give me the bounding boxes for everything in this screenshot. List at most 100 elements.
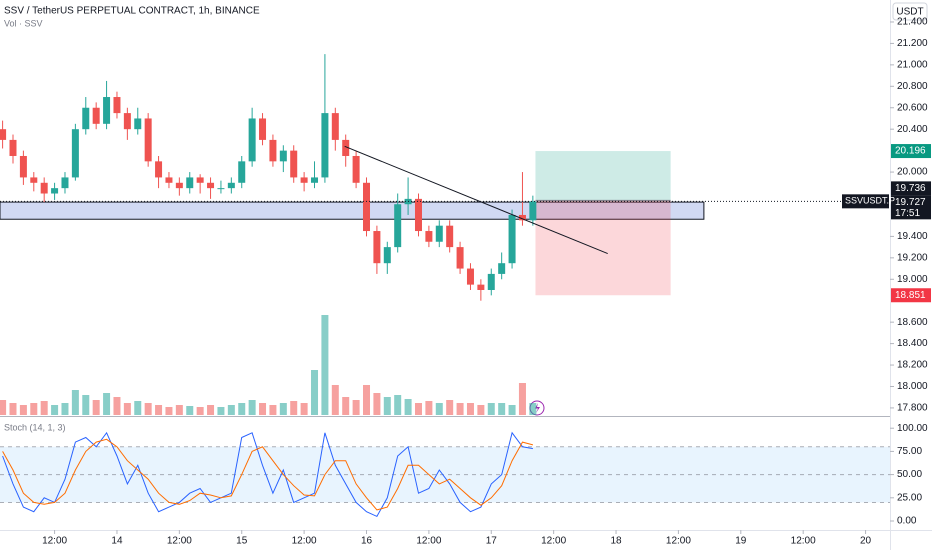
- entry-price-tag-bg: [891, 181, 931, 196]
- candle-body: [71, 129, 79, 178]
- currency-label[interactable]: USDT: [896, 7, 923, 18]
- y-tick-label: 21.400: [897, 17, 928, 28]
- candle-body: [61, 177, 69, 189]
- candle-body: [498, 263, 506, 274]
- candle-body: [373, 231, 381, 264]
- candle-body: [248, 118, 256, 162]
- candle-body: [311, 177, 319, 183]
- currency-button[interactable]: [892, 2, 928, 21]
- volume-bar: [300, 403, 308, 415]
- y-tick-label: 18.600: [897, 317, 928, 328]
- symbol-title[interactable]: SSV / TetherUS PERPETUAL CONTRACT, 1h, B…: [4, 6, 260, 17]
- candle-body: [238, 161, 246, 183]
- volume-bar: [92, 400, 100, 415]
- volume-bar: [404, 399, 412, 415]
- candle-body: [0, 129, 7, 140]
- candle-body: [269, 139, 277, 162]
- y-tick-label: 20.000: [897, 167, 928, 178]
- y-tick-label: 20.400: [897, 124, 928, 135]
- volume-bar: [435, 403, 443, 415]
- volume-bar: [207, 405, 215, 415]
- candle-body: [40, 182, 48, 194]
- volume-bar: [30, 403, 38, 415]
- volume-bar: [290, 401, 298, 415]
- countdown: 17:51: [895, 208, 920, 219]
- volume-bar: [269, 405, 277, 415]
- x-tick-label: 20: [860, 536, 872, 547]
- x-tick-label: 12:00: [541, 536, 566, 547]
- candle-body: [456, 247, 464, 269]
- x-tick-label: 14: [111, 536, 123, 547]
- volume-bar: [508, 405, 516, 415]
- x-tick-label: 12:00: [42, 536, 67, 547]
- volume-bar: [321, 315, 329, 415]
- candle-body: [113, 97, 121, 114]
- candle-body: [207, 182, 215, 189]
- position-target-zone: [535, 151, 671, 201]
- event-icon-bolt: [535, 403, 540, 413]
- symbol-tag: SSVUSDT.P: [845, 196, 895, 206]
- candle-body: [259, 118, 267, 140]
- volume-bar: [9, 403, 17, 415]
- candle-body: [394, 204, 402, 248]
- x-tick-label: 12:00: [666, 536, 691, 547]
- candle-body: [487, 273, 495, 290]
- volume-bar: [196, 407, 204, 415]
- x-tick-label: 17: [486, 536, 498, 547]
- last-price-tag-bg: [891, 195, 931, 220]
- entry-price-tag: 19.736: [895, 183, 926, 194]
- volume-bar: [40, 401, 48, 415]
- stop-price-tag-bg: [891, 288, 931, 303]
- candle-body: [227, 182, 235, 189]
- candle-body: [123, 113, 131, 130]
- volume-bar: [383, 397, 391, 415]
- candle-body: [51, 188, 59, 194]
- candle-body: [19, 155, 27, 178]
- y-tick-label: 19.200: [897, 252, 928, 263]
- volume-bar: [82, 395, 90, 415]
- candle-body: [144, 118, 152, 162]
- volume-bar: [477, 405, 485, 415]
- y-tick-label: 17.800: [897, 403, 928, 414]
- x-tick-label: 16: [361, 536, 373, 547]
- candle-body: [508, 214, 516, 264]
- candle-body: [435, 225, 443, 242]
- candle-body: [321, 113, 329, 178]
- candle-body: [196, 177, 204, 183]
- last-price-tag: 19.727: [895, 197, 926, 208]
- y-tick-label: 19.000: [897, 274, 928, 285]
- candle-body: [175, 182, 183, 189]
- volume-bar: [456, 403, 464, 415]
- y-tick-label: 18.400: [897, 338, 928, 349]
- candle-body: [300, 177, 308, 183]
- candle-body: [217, 188, 225, 190]
- candle-body: [103, 97, 111, 124]
- candle-body: [9, 139, 17, 156]
- target-price-tag: 20.196: [895, 146, 926, 157]
- volume-bar: [414, 403, 422, 415]
- candle-body: [155, 161, 163, 178]
- volume-bar: [227, 405, 235, 415]
- support-zone: [0, 201, 705, 220]
- x-tick-label: 19: [735, 536, 747, 547]
- candle-body: [363, 182, 371, 232]
- y-tick-label: 20.800: [897, 81, 928, 92]
- trend-line: [344, 145, 608, 255]
- candle-body: [342, 139, 350, 156]
- volume-bar: [373, 393, 381, 415]
- target-price-tag-bg: [891, 144, 931, 159]
- volume-legend[interactable]: Vol · SSV: [4, 18, 43, 28]
- volume-bar: [144, 403, 152, 415]
- candle-body: [331, 113, 339, 140]
- volume-bar: [446, 400, 454, 415]
- y-tick-label: 18.200: [897, 360, 928, 371]
- x-tick-label: 12:00: [292, 536, 317, 547]
- stoch-band: [0, 446, 890, 503]
- volume-bar: [352, 400, 360, 415]
- volume-bar: [363, 385, 371, 415]
- candle-body: [30, 177, 38, 183]
- y-tick-label: 19.400: [897, 231, 928, 242]
- volume-bar: [71, 390, 79, 415]
